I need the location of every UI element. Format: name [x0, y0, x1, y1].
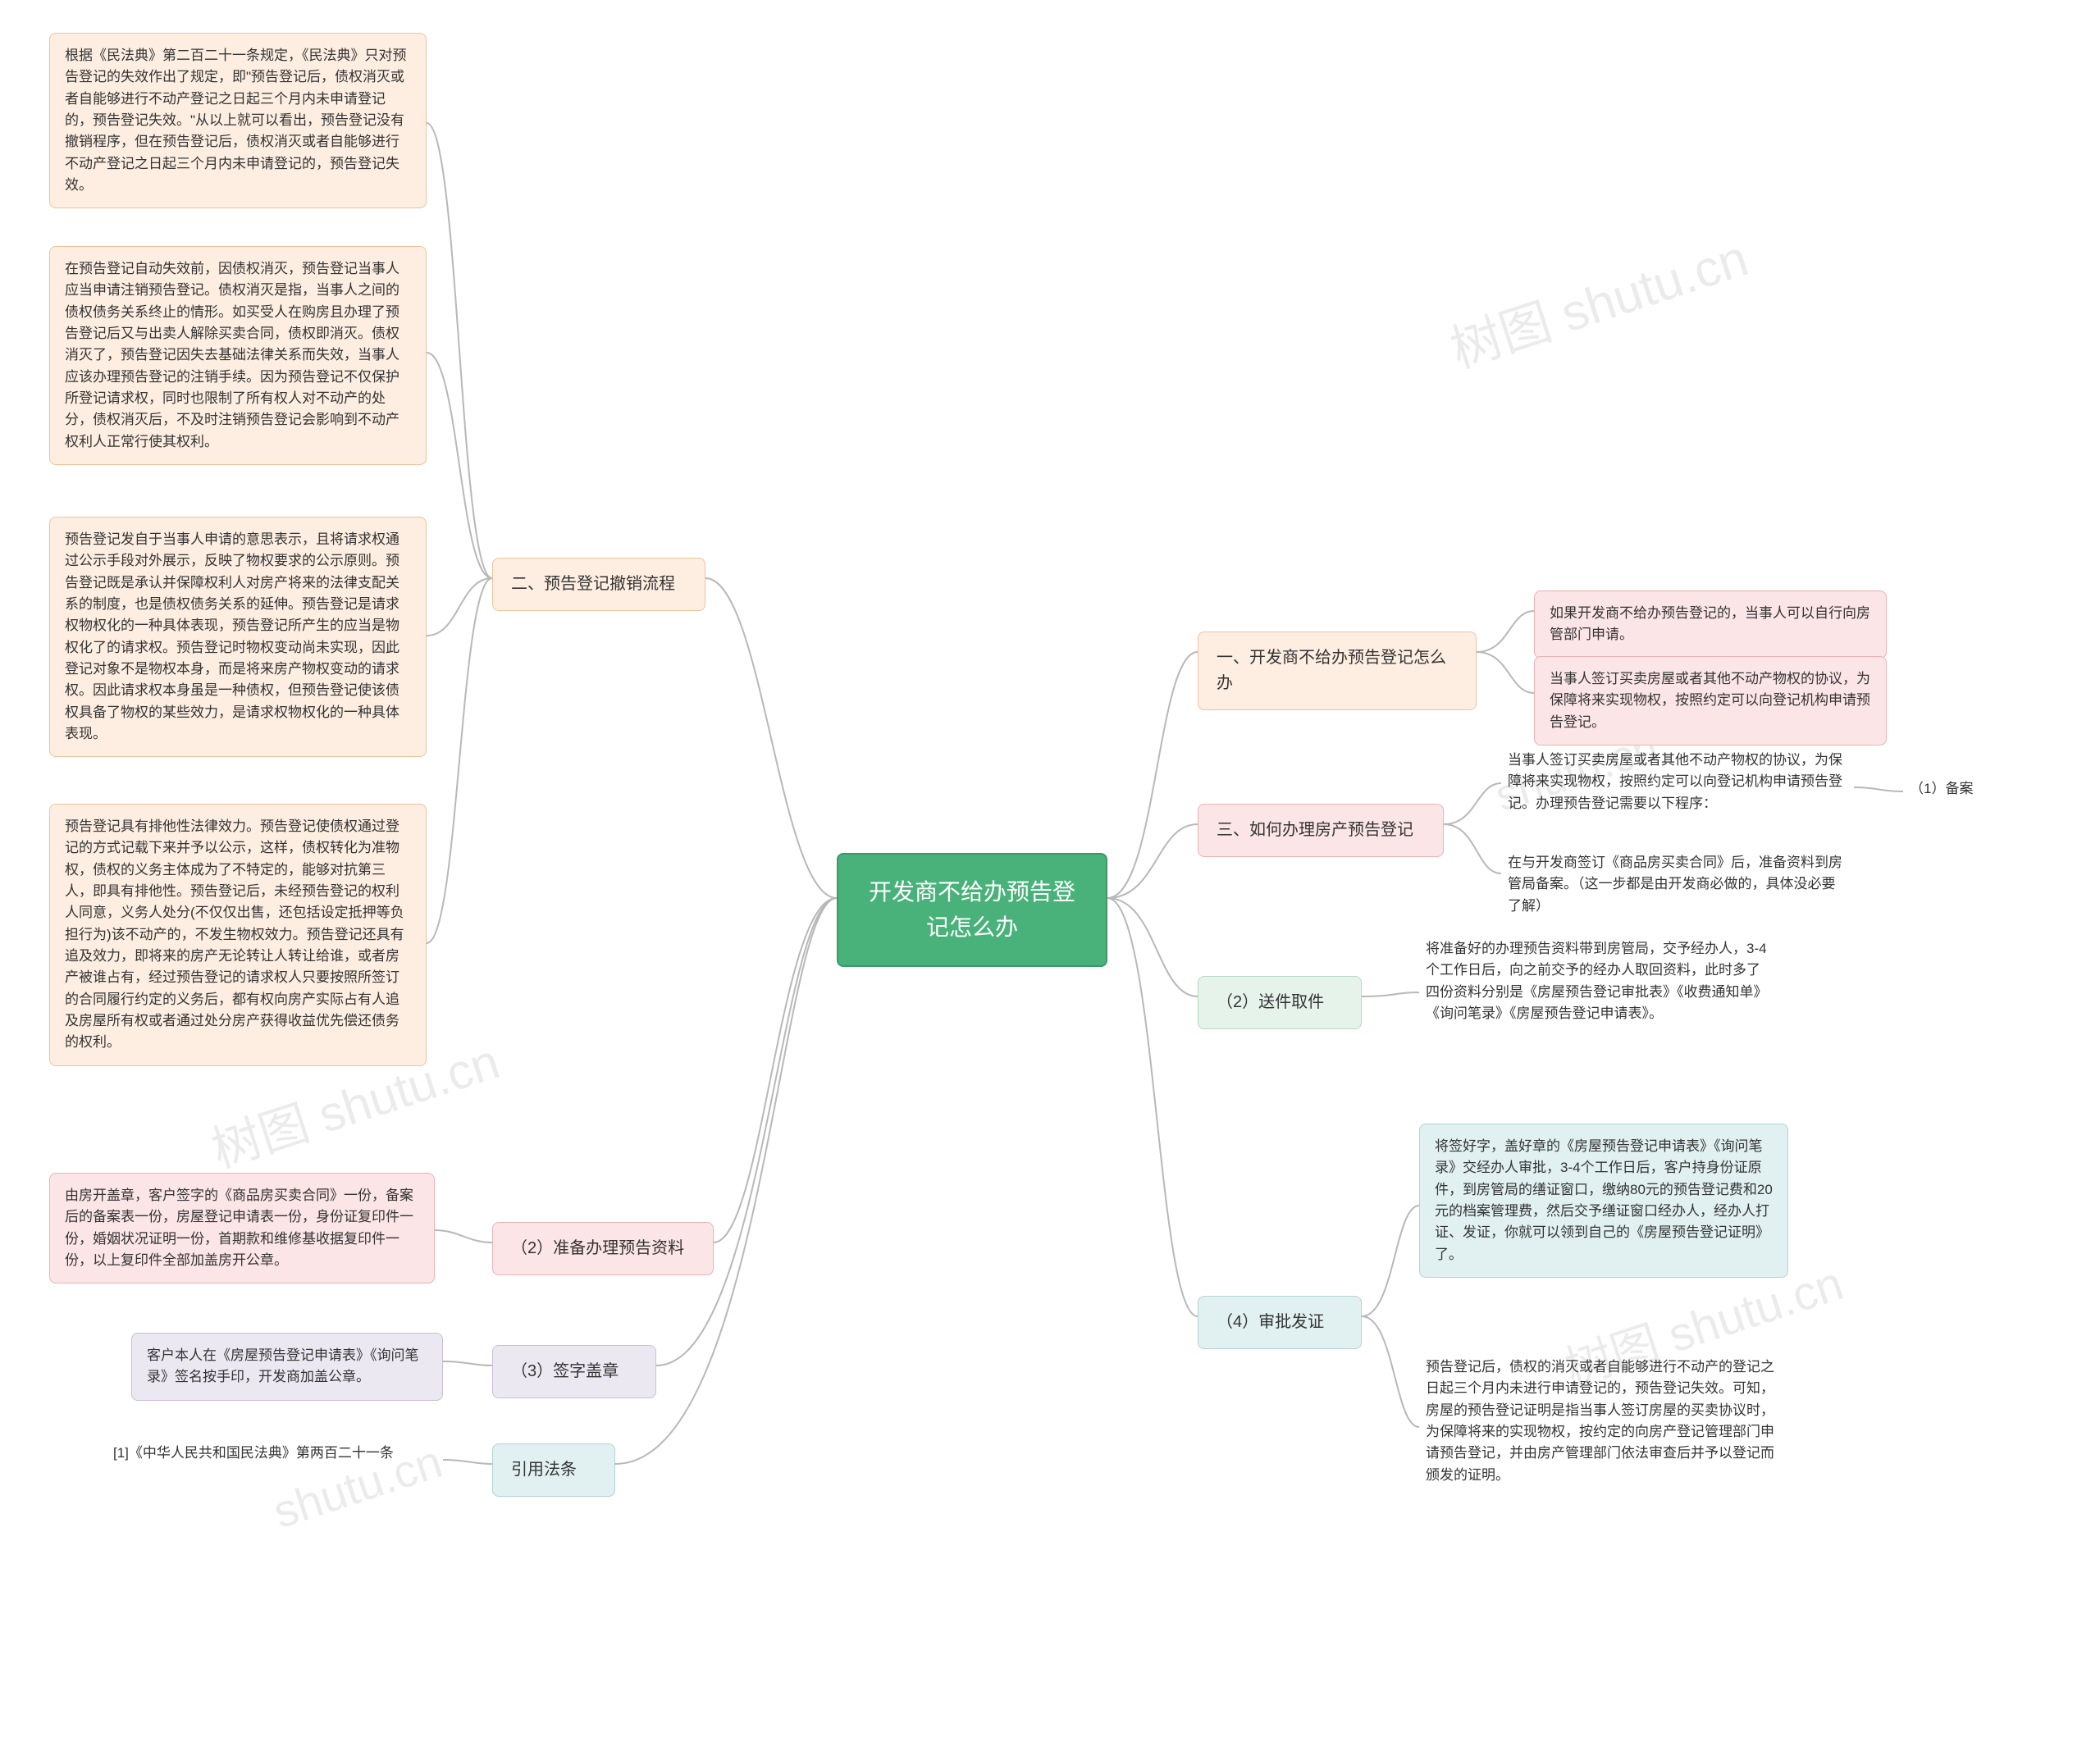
- leaf-r2a: 当事人签订买卖房屋或者其他不动产物权的协议，为保障将来实现物权，按照约定可以向登…: [1501, 746, 1854, 818]
- branch-right-1: 一、开发商不给办预告登记怎么办: [1198, 632, 1477, 710]
- branch-left-2: （2）准备办理预告资料: [492, 1222, 714, 1275]
- branch-right-4: （4）审批发证: [1198, 1296, 1362, 1349]
- leaf-l3: 客户本人在《房屋预告登记申请表》《询问笔录》签名按手印，开发商加盖公章。: [131, 1333, 443, 1401]
- leaf-r4b: 预告登记后，债权的消灭或者自能够进行不动产的登记之日起三个月内未进行申请登记的，…: [1419, 1353, 1788, 1489]
- branch-left-3: （3）签字盖章: [492, 1345, 656, 1398]
- branch-right-3: （2）送件取件: [1198, 976, 1362, 1029]
- leaf-r2b: 在与开发商签订《商品房买卖合同》后，准备资料到房管局备案。（这一步都是由开发商必…: [1501, 849, 1854, 920]
- leaf-l1d: 预告登记具有排他性法律效力。预告登记使债权通过登记的方式记载下来并予以公示，这样…: [49, 804, 427, 1066]
- leaf-r2a-child: （1）备案: [1903, 775, 2018, 803]
- branch-right-2: 三、如何办理房产预告登记: [1198, 804, 1444, 857]
- leaf-l2: 由房开盖章，客户签字的《商品房买卖合同》一份，备案后的备案表一份，房屋登记申请表…: [49, 1173, 435, 1284]
- leaf-r4a: 将签好字，盖好章的《房屋预告登记申请表》《询问笔录》交经办人审批，3-4个工作日…: [1419, 1124, 1788, 1278]
- watermark-3: 树图 shutu.cn: [1440, 217, 1755, 382]
- leaf-l1a: 根据《民法典》第二百二十一条规定，《民法典》只对预告登记的失效作出了规定，即"预…: [49, 33, 427, 208]
- center-node: 开发商不给办预告登记怎么办: [837, 853, 1107, 967]
- branch-left-1: 二、预告登记撤销流程: [492, 558, 705, 611]
- leaf-l1b: 在预告登记自动失效前，因债权消灭，预告登记当事人应当申请注销预告登记。债权消灭是…: [49, 246, 427, 465]
- branch-left-4: 引用法条: [492, 1443, 615, 1497]
- leaf-l4: [1]《中华人民共和国民法典》第两百二十一条: [107, 1439, 443, 1467]
- leaf-r1a: 如果开发商不给办预告登记的，当事人可以自行向房管部门申请。: [1534, 590, 1887, 659]
- leaf-r1b: 当事人签订买卖房屋或者其他不动产物权的协议，为保障将来实现物权，按照约定可以向登…: [1534, 656, 1887, 745]
- leaf-r3: 将准备好的办理预告资料带到房管局，交予经办人，3-4个工作日后，向之前交予的经办…: [1419, 935, 1780, 1028]
- leaf-l1c: 预告登记发自于当事人申请的意思表示，且将请求权通过公示手段对外展示，反映了物权要…: [49, 517, 427, 757]
